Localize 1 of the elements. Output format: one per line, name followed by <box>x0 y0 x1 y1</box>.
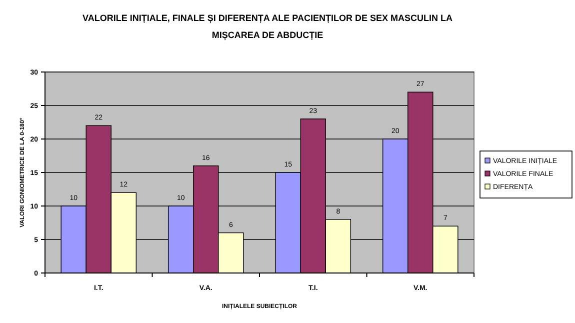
chart-title: VALORILE INIȚIALE, FINALE ȘI DIFERENȚA ALE PACIENȚILOR DE SEX MASCULIN LA MIȘCAREA DE ABDUCȚIE <box>82 13 453 41</box>
